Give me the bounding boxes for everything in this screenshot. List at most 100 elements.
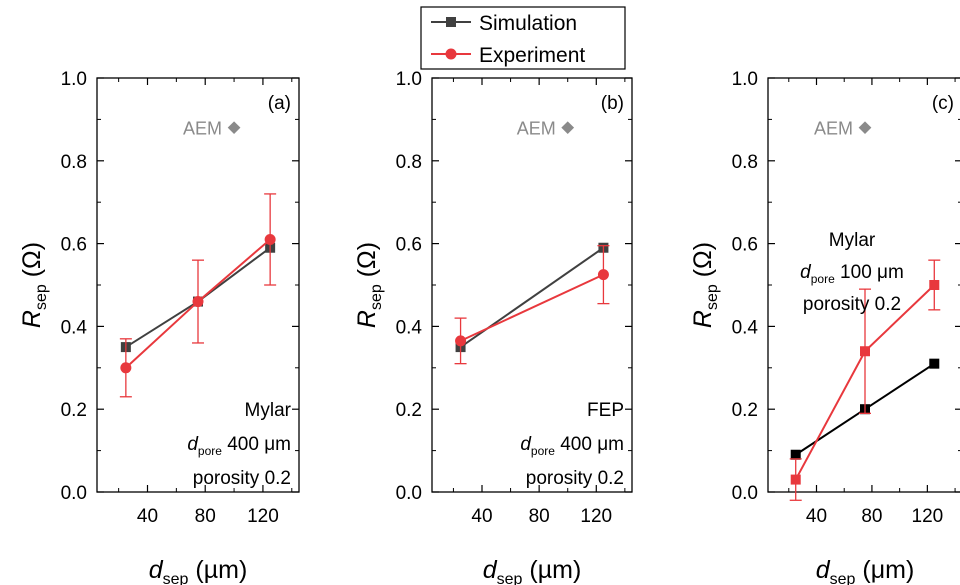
y-axis-title-rest: (Ω) — [689, 242, 717, 284]
y-axis-title: Rsep (Ω) — [353, 242, 385, 328]
series-line — [460, 273, 604, 342]
y-tick-label: 0.0 — [396, 483, 422, 504]
y-tick-label: 0.8 — [732, 152, 758, 173]
legend: Simulation Experiment — [420, 6, 626, 70]
annotation-line: dpore 400 μm — [187, 434, 291, 458]
annotation-line: dpore 400 μm — [520, 434, 624, 458]
annotation-line: Mylar — [245, 400, 292, 421]
annotation-line: porosity 0.2 — [526, 468, 624, 489]
data-point-circle — [192, 296, 204, 308]
legend-marker-square — [446, 17, 456, 27]
y-axis-title-main: R — [353, 310, 381, 328]
y-tick-label: 0.2 — [61, 400, 87, 421]
annotation-line-main: d — [800, 262, 812, 283]
x-axis-title-main: d — [149, 556, 164, 584]
series-simulation — [455, 242, 609, 353]
x-axis-title-main: d — [483, 556, 498, 584]
y-tick-label: 0.2 — [732, 400, 758, 421]
panel-label: (c) — [932, 93, 954, 114]
legend-label: Experiment — [479, 44, 585, 67]
aem-diamond-marker — [858, 121, 872, 135]
x-axis-title: dsep (µm) — [149, 556, 248, 585]
annotation-line: Mylar — [829, 230, 876, 251]
y-axis-title-sub: sep — [368, 284, 385, 310]
y-axis-title-rest: (Ω) — [18, 242, 46, 284]
annotation-line-sub: pore — [198, 444, 222, 458]
y-axis-title-main: R — [18, 310, 46, 328]
y-axis-title: Rsep (Ω) — [689, 242, 721, 328]
y-tick-label: 1.0 — [396, 69, 422, 90]
y-tick-label: 0.6 — [732, 235, 758, 256]
annotation-line: porosity 0.2 — [193, 468, 291, 489]
x-tick-label: 40 — [471, 506, 492, 527]
x-tick-label: 80 — [195, 506, 216, 527]
y-tick-label: 1.0 — [732, 69, 758, 90]
aem-label: AEM — [814, 119, 853, 139]
x-axis-title-sub: sep — [163, 571, 189, 585]
annotation: Mylar dpore 400 μm porosity 0.2 — [187, 400, 291, 489]
x-axis-title: dsep (µm) — [483, 556, 582, 585]
y-tick-label: 0.8 — [61, 152, 87, 173]
series-experiment — [789, 259, 941, 501]
x-tick-label: 80 — [529, 506, 550, 527]
y-axis-title: Rsep (Ω) — [18, 242, 50, 328]
y-tick-label: 0.6 — [396, 235, 422, 256]
panel-label: (a) — [268, 93, 291, 114]
legend-label: Simulation — [479, 12, 577, 35]
x-axis-title-sub: sep — [497, 571, 523, 585]
y-tick-label: 0.4 — [396, 317, 423, 338]
legend-marker-circle — [445, 48, 457, 60]
data-point-circle — [455, 335, 467, 347]
aem-label: AEM — [183, 119, 222, 139]
y-tick-label: 0.0 — [732, 483, 758, 504]
aem-diamond-marker — [227, 121, 241, 135]
annotation-line-rest: 100 μm — [835, 262, 904, 283]
annotation-line-main: d — [520, 434, 532, 455]
data-point-square — [860, 346, 870, 357]
annotation-line: dpore 100 μm — [800, 262, 904, 286]
x-axis-title-rest: (µm) — [188, 556, 247, 584]
annotation-line-sub: pore — [811, 272, 835, 286]
y-tick-label: 0.6 — [61, 235, 87, 256]
y-tick-label: 0.2 — [396, 400, 422, 421]
x-axis-title-rest: (µm) — [522, 556, 581, 584]
x-axis-title-rest: (μm) — [855, 556, 914, 584]
legend-item-experiment: Experiment — [431, 44, 585, 67]
y-tick-label: 1.0 — [61, 69, 87, 90]
series-experiment — [454, 245, 610, 365]
aem-label: AEM — [517, 119, 556, 139]
x-tick-label: 120 — [247, 506, 279, 527]
y-axis-title-sub: sep — [33, 284, 50, 310]
x-axis-title-main: d — [816, 556, 831, 584]
annotation-line-rest: 400 μm — [555, 434, 624, 455]
y-tick-label: 0.4 — [732, 317, 759, 338]
x-tick-label: 40 — [137, 506, 158, 527]
y-axis-title-main: R — [689, 310, 717, 328]
annotation-line-sub: pore — [531, 444, 555, 458]
data-point-circle — [120, 362, 132, 374]
y-axis-title-rest: (Ω) — [353, 242, 381, 284]
annotation-line: porosity 0.2 — [803, 294, 901, 315]
x-tick-label: 120 — [580, 506, 612, 527]
data-point-square — [929, 280, 940, 290]
annotation-line: FEP — [587, 400, 624, 421]
x-tick-label: 40 — [806, 506, 827, 527]
series-line — [460, 246, 604, 348]
data-point-circle — [264, 233, 276, 245]
x-tick-label: 120 — [912, 506, 944, 527]
data-point-square — [790, 474, 801, 485]
x-axis-title-sub: sep — [830, 571, 856, 585]
legend-item-simulation: Simulation — [431, 12, 577, 35]
data-point-square — [790, 449, 801, 460]
panel-label: (b) — [601, 93, 624, 114]
aem-diamond-marker — [561, 121, 575, 135]
y-tick-label: 0.4 — [61, 317, 88, 338]
series-experiment — [119, 193, 277, 398]
x-tick-label: 80 — [861, 506, 882, 527]
